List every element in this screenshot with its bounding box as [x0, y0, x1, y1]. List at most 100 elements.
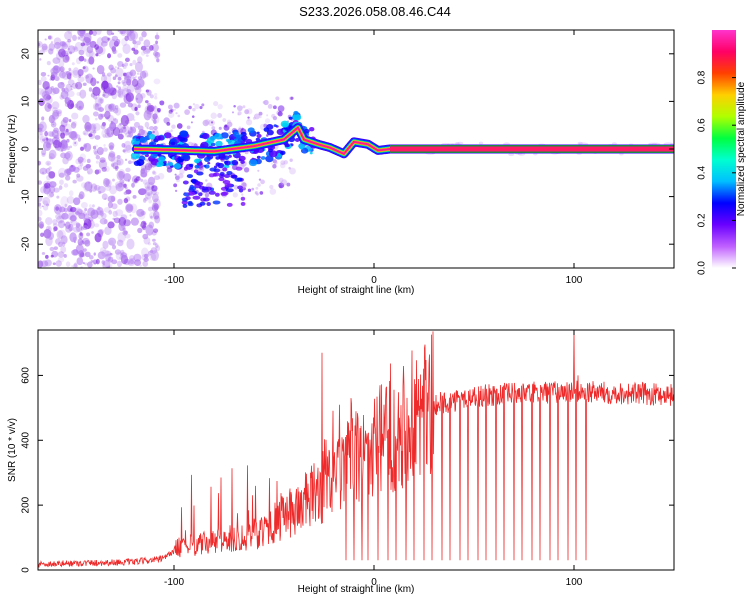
spectrogram-blob — [79, 231, 83, 236]
spectrogram-blob — [153, 228, 159, 233]
spectrogram-blob — [143, 253, 149, 259]
spectrogram-blob — [68, 67, 72, 71]
spectrogram-blob — [156, 161, 164, 167]
spectrogram-blob — [65, 83, 72, 92]
spectrogram-blob — [76, 173, 81, 178]
spectrogram-blob — [103, 177, 110, 187]
spectrogram-blob — [272, 105, 277, 110]
spectrogram-blob — [237, 185, 244, 190]
spectrogram-blob — [68, 71, 72, 77]
spectrogram-blob — [122, 72, 127, 77]
spectrogram-blob — [247, 188, 252, 192]
spectrogram-blob — [102, 93, 106, 97]
spectrogram-blob — [88, 30, 93, 35]
spectrogram-blob — [94, 233, 102, 243]
snr-y-label: SNR (10 * v/v) — [7, 418, 18, 482]
spectrogram-blob — [98, 54, 101, 57]
spectrogram-blob — [226, 170, 233, 175]
spectrogram-blob — [135, 176, 141, 181]
spectrogram-blob — [53, 229, 56, 232]
spectrogram-blob — [87, 261, 93, 268]
spectrogram-blob — [122, 125, 126, 130]
spectrogram-blob — [104, 128, 110, 135]
spectrogram-blob — [52, 223, 58, 228]
spectrogram-blob — [113, 217, 121, 224]
spectrogram-blob — [58, 172, 65, 178]
spectrogram-blob — [143, 110, 152, 121]
spectrogram-blob — [119, 122, 122, 126]
spectrogram-blob — [107, 152, 116, 162]
spectrogram-blob — [72, 70, 81, 78]
spectrogram-blob — [72, 236, 78, 242]
spectrogram-blob — [74, 141, 77, 145]
spectrogram-blob — [222, 118, 227, 122]
spectrogram-blob — [95, 258, 100, 265]
spectrogram-blob — [111, 132, 114, 135]
spectrogram-blob — [80, 240, 85, 245]
spectrogram-blob — [123, 219, 131, 227]
spectrogram-blob — [163, 132, 172, 139]
spectrogram-blob — [255, 137, 261, 142]
spectrogram-blob — [122, 43, 131, 55]
spectrogram-blob — [228, 154, 232, 158]
spectrogram-blob — [96, 232, 103, 240]
spectrogram-blob — [86, 58, 93, 65]
spectrogram-blob — [77, 76, 85, 83]
spectrogram-blob — [78, 191, 85, 200]
spectrogram-blob — [83, 132, 86, 135]
spectrogram-blob — [38, 40, 43, 48]
spectrogram-blob — [112, 217, 116, 221]
spectrogram-blob — [232, 192, 238, 198]
spectrogram-blob — [38, 42, 41, 47]
spectrogram-blob — [99, 98, 104, 104]
spectrogram-blob — [84, 251, 91, 258]
spectrogram-blob — [233, 104, 236, 108]
spectrogram-blob — [144, 222, 147, 225]
spectrogram-blob — [118, 93, 121, 97]
spectrogram-blob — [98, 107, 105, 112]
spectrogram-blob — [76, 91, 82, 97]
spectrogram-blob — [45, 130, 48, 133]
spectrogram-blob — [215, 140, 223, 147]
spectrogram-blob — [89, 189, 93, 193]
spectrogram-blob — [73, 46, 79, 53]
snr-y-tick-label: 400 — [21, 431, 32, 448]
spectrogram-blob — [218, 126, 222, 130]
spectrogram-blob — [95, 160, 99, 164]
spectrogram-blob — [130, 30, 134, 34]
spectrogram-blob — [61, 43, 68, 50]
spectrogram-blob — [212, 200, 221, 205]
spectrogram-blob — [186, 125, 191, 130]
spectrogram-blob — [182, 180, 189, 185]
spectrogram-blob — [129, 214, 132, 217]
spectrogram-blob — [126, 94, 133, 103]
spectrogram-blob — [170, 129, 173, 132]
spectrogram-blob — [202, 119, 209, 127]
spectrogram-blob — [47, 131, 54, 137]
spectrogram-blob — [300, 147, 309, 154]
spectrogram-blob — [218, 177, 225, 182]
spectrogram-blob — [220, 132, 229, 139]
spectrogram-scatter — [38, 30, 674, 268]
spectrogram-blob — [70, 88, 73, 91]
spectrogram-blob — [214, 192, 220, 197]
spectrogram-blob — [110, 163, 115, 167]
spectrogram-blob — [93, 130, 97, 134]
spectrogram-blob — [60, 90, 69, 99]
spectrogram-blob — [167, 104, 173, 110]
spectrogram-blob — [88, 133, 93, 138]
spectrogram-blob — [126, 35, 129, 38]
spectrogram-blob — [103, 207, 111, 213]
spectrogram-blob — [79, 89, 87, 99]
spectrogram-blob — [173, 163, 182, 169]
spectrogram-blob — [154, 135, 162, 141]
spectrogram-blob — [65, 40, 71, 48]
spectrogram-blob — [309, 127, 315, 132]
spectrogram-blob — [273, 160, 278, 165]
spectrogram-blob — [149, 253, 157, 261]
spectrogram-blob — [116, 159, 122, 166]
spectrogram-blob — [125, 203, 134, 213]
spectrogram-blob — [64, 97, 71, 105]
spectrogram-blob — [53, 139, 61, 149]
spectrogram-blob — [41, 99, 46, 105]
